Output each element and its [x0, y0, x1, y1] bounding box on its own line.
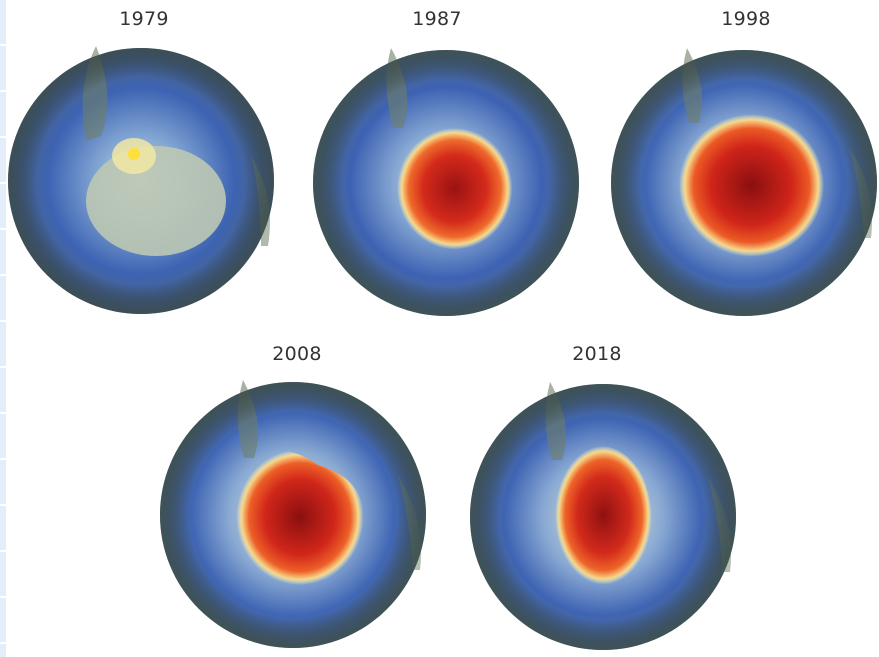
year-label-1987: 1987: [412, 8, 462, 30]
page-edge-strip: [0, 0, 6, 657]
ozone-globe-1979: [6, 46, 276, 316]
year-label-2018: 2018: [572, 343, 622, 365]
year-label-1998: 1998: [721, 8, 771, 30]
year-label-1979: 1979: [119, 8, 169, 30]
year-label-2008: 2008: [272, 343, 322, 365]
ozone-globe-1987: [311, 48, 581, 318]
ozone-globe-2008: [158, 380, 428, 650]
ozone-globe-1998: [609, 48, 879, 318]
ozone-globe-2018: [468, 382, 738, 652]
